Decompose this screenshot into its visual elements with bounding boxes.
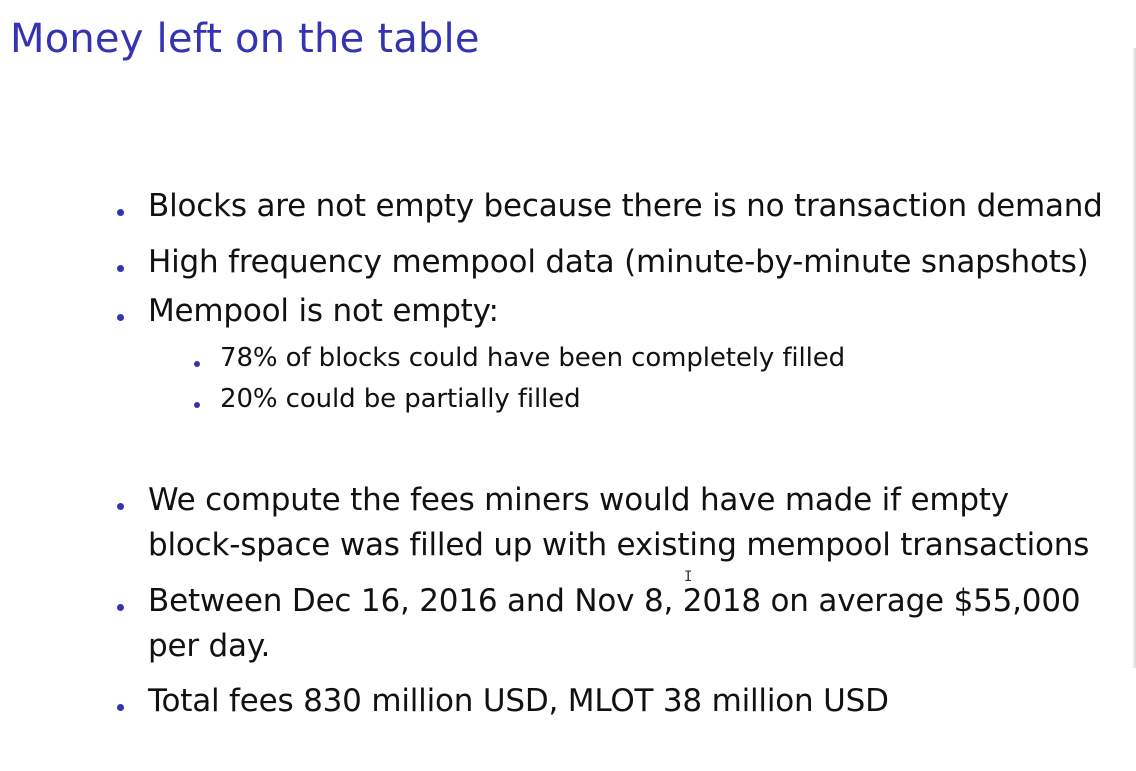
bullet-text-line-2: per day. <box>148 628 271 664</box>
sub-bullet-dot-icon <box>194 402 200 408</box>
bullet-dot-icon <box>117 265 124 272</box>
bullet-text: Total fees 830 million USD, MLOT 38 mill… <box>148 683 889 719</box>
bullet-dot-icon <box>117 604 124 611</box>
bullet-dot-icon <box>117 209 124 216</box>
sub-bullet-dot-icon <box>194 361 200 367</box>
slide-title: Money left on the table <box>10 16 480 62</box>
sub-bullet-text: 20% could be partially filled <box>220 384 581 414</box>
bullet-text-line-1: We compute the fees miners would have ma… <box>148 482 1009 518</box>
sub-bullet-text: 78% of blocks could have been completely… <box>220 343 846 373</box>
bullet-text-line-1: Between Dec 16, 2016 and Nov 8, 2018 on … <box>148 583 1081 619</box>
text-cursor-icon: I <box>684 569 693 585</box>
bullet-text: High frequency mempool data (minute-by-m… <box>148 244 1089 280</box>
bullet-dot-icon <box>117 704 124 711</box>
window-edge-shadow <box>1132 48 1136 668</box>
bullet-text: Blocks are not empty because there is no… <box>148 188 1103 224</box>
bullet-text-line-2: block-space was filled up with existing … <box>148 527 1090 563</box>
bullet-dot-icon <box>117 314 124 321</box>
bullet-dot-icon <box>117 503 124 510</box>
bullet-text: Mempool is not empty: <box>148 293 499 329</box>
